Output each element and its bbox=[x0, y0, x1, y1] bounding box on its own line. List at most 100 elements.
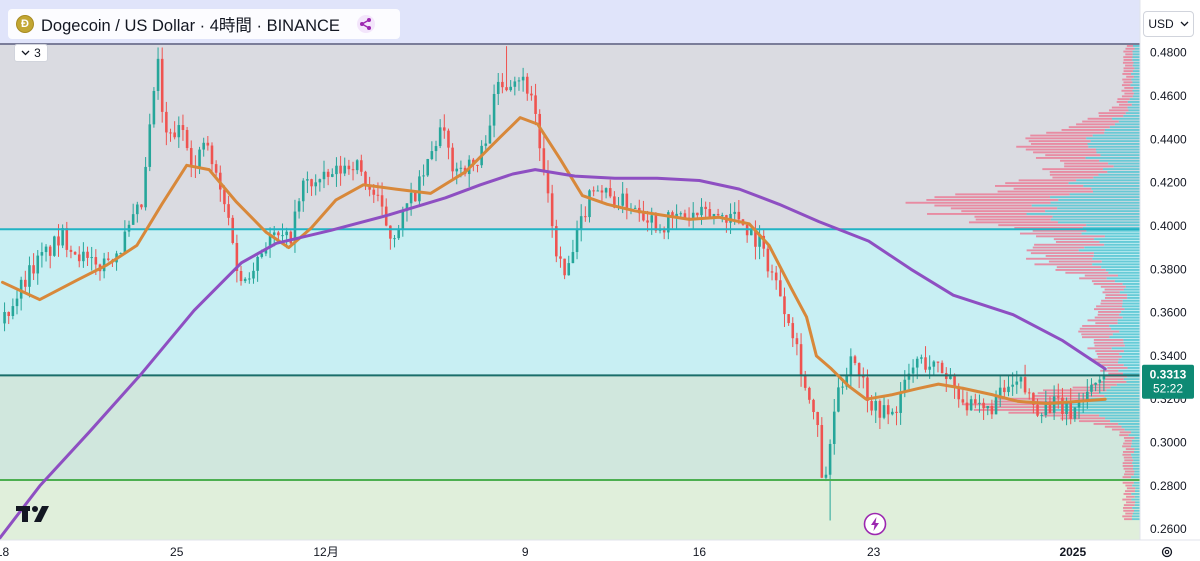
tradingview-logo-icon[interactable] bbox=[16, 503, 54, 525]
candle-body bbox=[969, 399, 973, 411]
volume-profile-row bbox=[1123, 456, 1133, 459]
price-axis[interactable]: 0.26000.28000.30000.32000.34000.36000.38… bbox=[1150, 46, 1187, 537]
candle-body bbox=[891, 411, 894, 415]
candle-body bbox=[575, 229, 579, 253]
currency-selector[interactable]: USD bbox=[1143, 11, 1194, 37]
volume-profile-row bbox=[1122, 476, 1132, 479]
currency-label: USD bbox=[1148, 17, 1174, 31]
volume-profile-row bbox=[1133, 465, 1140, 467]
share-icon[interactable] bbox=[356, 14, 376, 34]
price-zone-2 bbox=[0, 229, 1140, 376]
price-tick-label: 0.2800 bbox=[1150, 479, 1187, 493]
volume-profile-row bbox=[1050, 201, 1140, 204]
volume-profile-row bbox=[1119, 434, 1129, 437]
candle-body bbox=[895, 411, 898, 413]
candle-body bbox=[1061, 397, 1064, 414]
volume-profile-row bbox=[1057, 207, 1140, 210]
volume-profile-row bbox=[1104, 235, 1140, 238]
volume-profile-row bbox=[1019, 232, 1082, 235]
volume-profile-row bbox=[1121, 89, 1133, 92]
volume-profile-row bbox=[1112, 333, 1140, 336]
candle-body bbox=[525, 76, 529, 94]
volume-profile-row bbox=[1124, 490, 1135, 493]
volume-profile-row bbox=[1111, 347, 1140, 350]
candle-body bbox=[1015, 381, 1019, 385]
candle-body bbox=[173, 132, 176, 138]
candle-body bbox=[82, 251, 85, 262]
candle-body bbox=[314, 182, 317, 187]
volume-profile-row bbox=[1117, 98, 1130, 101]
indicators-toggle-button[interactable]: 3 bbox=[14, 44, 48, 62]
volume-profile-row bbox=[1080, 411, 1140, 414]
volume-profile-row bbox=[1037, 392, 1100, 395]
gear-icon[interactable] bbox=[1160, 545, 1174, 559]
chevron-down-icon bbox=[1180, 21, 1189, 27]
volume-profile-row bbox=[1112, 117, 1140, 120]
volume-profile-row bbox=[1127, 367, 1140, 369]
candle-body bbox=[998, 387, 1002, 397]
candle-body bbox=[1044, 401, 1048, 416]
volume-profile-row bbox=[1097, 355, 1122, 358]
candle-body bbox=[48, 246, 52, 256]
volume-profile-row bbox=[1122, 283, 1140, 285]
symbol-legend[interactable]: Ð Dogecoin / US Dollar · 4時間 · BINANCE bbox=[8, 9, 400, 39]
volume-profile-row bbox=[1116, 101, 1128, 103]
volume-profile-row bbox=[1121, 425, 1140, 428]
volume-profile-row bbox=[1086, 137, 1140, 140]
candle-body bbox=[700, 206, 703, 216]
volume-profile-row bbox=[1056, 266, 1102, 269]
candle-body bbox=[1019, 377, 1023, 382]
volume-profile-row bbox=[1053, 238, 1095, 241]
volume-profile-row bbox=[1032, 395, 1105, 397]
candle-body bbox=[828, 443, 832, 475]
volume-profile-row bbox=[1095, 322, 1118, 325]
volume-profile-row bbox=[1098, 173, 1140, 176]
candle-body bbox=[1090, 384, 1093, 392]
volume-profile-row bbox=[1117, 361, 1140, 364]
candle-body bbox=[1077, 402, 1081, 408]
volume-profile-row bbox=[1122, 78, 1132, 81]
candle-body bbox=[476, 164, 479, 166]
volume-profile-row bbox=[984, 406, 1060, 409]
price-tick-label: 0.4800 bbox=[1150, 46, 1187, 60]
volume-profile-row bbox=[1099, 414, 1140, 417]
candle-body bbox=[380, 195, 384, 207]
candle-body bbox=[326, 171, 330, 177]
volume-profile-row bbox=[1042, 168, 1104, 171]
volume-profile-row bbox=[1132, 512, 1140, 515]
candle-body bbox=[160, 58, 164, 112]
volume-profile-row bbox=[1125, 484, 1133, 487]
candle-body bbox=[206, 142, 210, 146]
candle-body bbox=[61, 228, 64, 246]
candle-body bbox=[15, 298, 19, 307]
candle-body bbox=[1073, 407, 1077, 419]
volume-profile-row bbox=[1101, 364, 1124, 367]
price-tick-label: 0.4200 bbox=[1150, 176, 1187, 190]
candle-body bbox=[252, 270, 255, 279]
volume-profile-row bbox=[1105, 294, 1128, 297]
volume-profile-row bbox=[1046, 131, 1105, 134]
time-axis[interactable]: 18 25 12月 9 16 23 2025 bbox=[0, 545, 1086, 559]
volume-profile-row bbox=[1118, 358, 1140, 361]
candle-body bbox=[289, 231, 293, 244]
volume-profile-row bbox=[1131, 493, 1140, 495]
volume-profile-row bbox=[1026, 257, 1093, 260]
candle-body bbox=[849, 356, 853, 376]
volume-profile-row bbox=[1034, 263, 1093, 266]
volume-profile-row bbox=[1052, 176, 1094, 179]
volume-profile-row bbox=[1078, 330, 1120, 333]
candle-body bbox=[1102, 374, 1106, 380]
volume-profile-row bbox=[1069, 193, 1140, 196]
current-price-badge: 0.3313 52:22 bbox=[1142, 364, 1194, 399]
volume-profile-row bbox=[1094, 308, 1125, 311]
candle-body bbox=[1003, 387, 1006, 393]
volume-profile-row bbox=[1104, 288, 1124, 291]
candle-body bbox=[248, 278, 251, 280]
volume-profile bbox=[905, 45, 1140, 521]
volume-profile-row bbox=[1068, 126, 1110, 129]
volume-profile-row bbox=[1122, 465, 1134, 467]
candle-body bbox=[555, 226, 558, 257]
lightning-icon[interactable] bbox=[863, 512, 887, 536]
candle-body bbox=[762, 235, 766, 249]
